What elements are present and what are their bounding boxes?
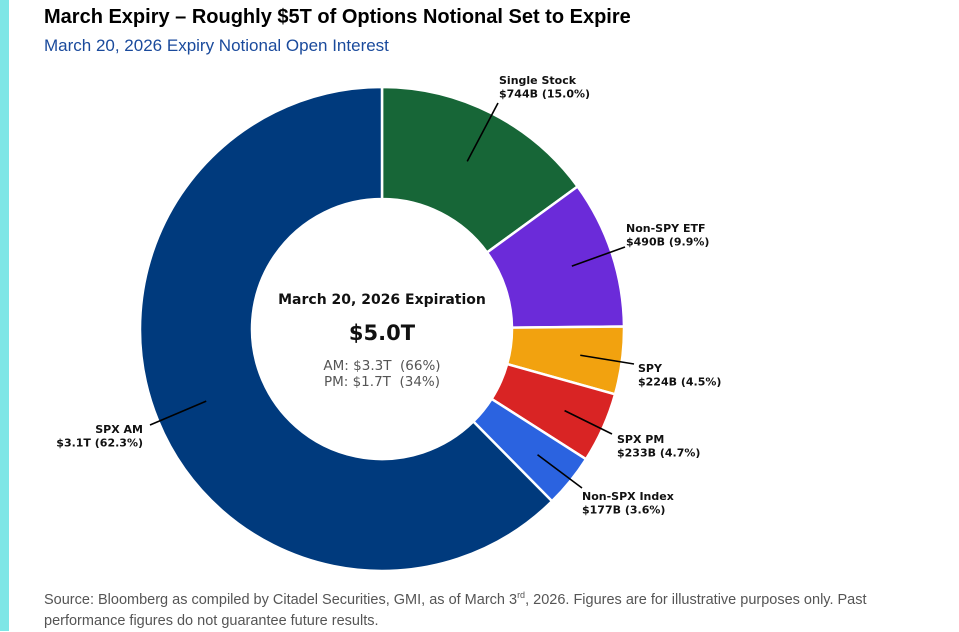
slice-label-non-spx-index: Non-SPX Index $177B (3.6%) — [582, 490, 674, 517]
slice-labels: Single Stock $744B (15.0%) Non-SPY ETF $490… — [56, 74, 721, 517]
slice-single-stock — [380, 85, 580, 255]
slice-label-name: SPY — [638, 362, 663, 375]
leader-line-non-spy-etf — [571, 246, 626, 267]
center-am-line: AM: $3.3T (66%) — [323, 358, 440, 374]
slice-label-name: Non-SPY ETF — [626, 222, 705, 235]
leader-line-single-stock — [466, 102, 499, 162]
slice-label-name: Single Stock — [499, 74, 577, 87]
slice-label-value: $224B (4.5%) — [638, 376, 721, 389]
donut-chart: Single Stock $744B (15.0%) Non-SPY ETF $490… — [56, 74, 721, 573]
chart-subtitle: March 20, 2026 Expiry Notional Open Inte… — [44, 36, 389, 55]
label-leader-lines — [149, 102, 635, 489]
center-total: $5.0T — [349, 321, 416, 345]
slice-label-spx-am: SPX AM $3.1T (62.3%) — [56, 423, 143, 450]
center-heading: March 20, 2026 Expiration — [278, 292, 486, 308]
footnote-superscript: rd — [517, 590, 526, 600]
chart-title: March Expiry – Roughly $5T of Options No… — [44, 6, 631, 28]
slice-label-spx-pm: SPX PM $233B (4.7%) — [617, 433, 700, 460]
leader-line-non-spx-index — [537, 454, 583, 489]
accent-bar — [0, 0, 9, 631]
slice-label-value: $3.1T (62.3%) — [56, 437, 143, 450]
source-footnote: Source: Bloomberg as compiled by Citadel… — [44, 585, 949, 632]
slice-spx-am — [138, 85, 554, 573]
slice-label-value: $490B (9.9%) — [626, 236, 709, 249]
slice-label-name: Non-SPX Index — [582, 490, 674, 503]
donut-slices — [138, 85, 626, 573]
slice-label-value: $744B (15.0%) — [499, 88, 590, 101]
slice-label-value: $177B (3.6%) — [582, 504, 665, 517]
center-pm-line: PM: $1.7T (34%) — [324, 374, 440, 390]
leader-line-spy — [580, 354, 635, 365]
leader-line-spx-am — [149, 400, 207, 426]
slice-label-name: SPX PM — [617, 433, 664, 446]
slice-label-spy: SPY $224B (4.5%) — [638, 362, 721, 389]
leader-line-spx-pm — [564, 409, 613, 435]
footnote-text-start: Source: Bloomberg as compiled by Citadel… — [44, 591, 518, 608]
slice-label-single-stock: Single Stock $744B (15.0%) — [499, 74, 590, 101]
footnote-text-end: , 2026. Figures are for illustrative pur… — [44, 591, 867, 629]
slice-label-name: SPX AM — [95, 423, 143, 436]
slice-label-non-spy-etf: Non-SPY ETF $490B (9.9%) — [626, 222, 709, 249]
slice-label-value: $233B (4.7%) — [617, 447, 700, 460]
